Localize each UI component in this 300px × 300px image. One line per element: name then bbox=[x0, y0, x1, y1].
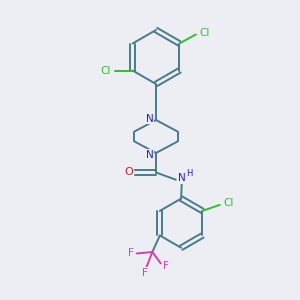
Text: H: H bbox=[186, 169, 192, 178]
Text: N: N bbox=[146, 113, 153, 124]
Text: Cl: Cl bbox=[199, 28, 209, 38]
Text: N: N bbox=[146, 149, 153, 160]
Text: F: F bbox=[128, 248, 134, 259]
Text: F: F bbox=[142, 268, 148, 278]
Text: O: O bbox=[124, 167, 133, 177]
Text: Cl: Cl bbox=[223, 198, 233, 208]
Text: N: N bbox=[178, 173, 186, 183]
Text: Cl: Cl bbox=[100, 65, 111, 76]
Text: F: F bbox=[163, 261, 169, 272]
